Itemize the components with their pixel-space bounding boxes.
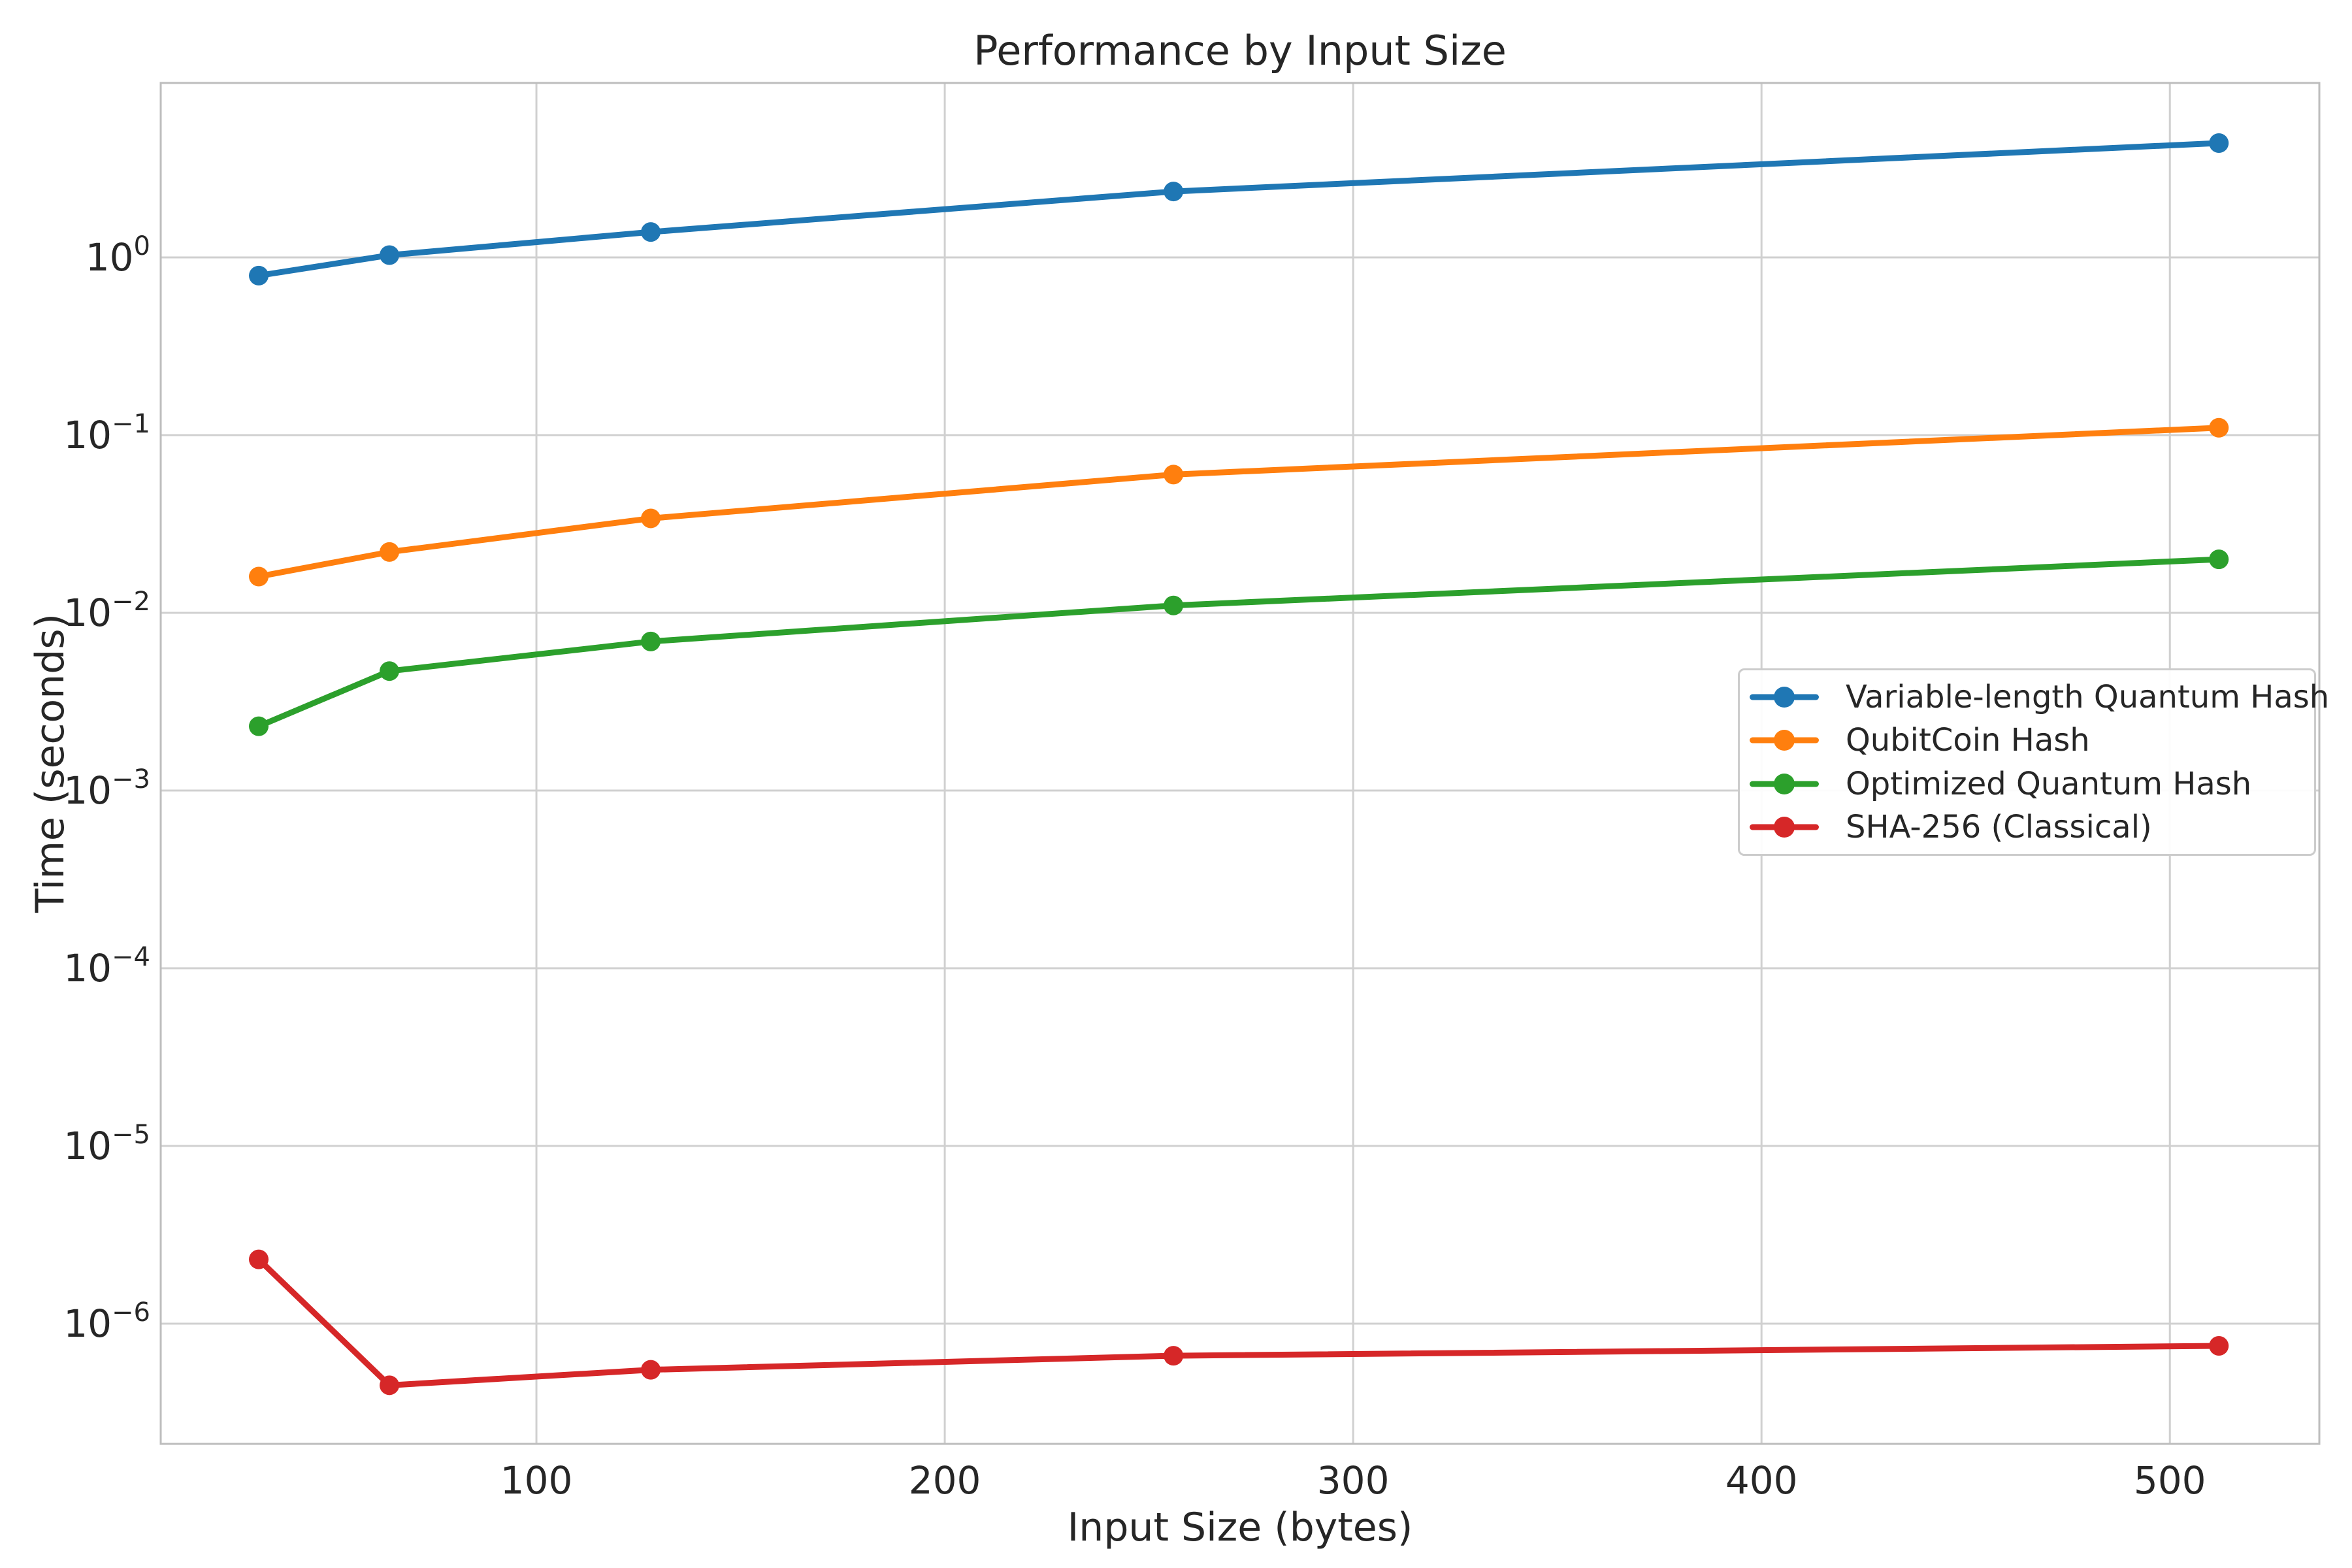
data-point [641,222,661,242]
y-tick-label: 10−2 [63,587,150,635]
data-point [1164,1346,1184,1366]
legend-item: Optimized Quantum Hash [1750,768,2308,800]
data-point [2209,549,2229,570]
series-line-1 [255,425,2222,580]
series-line-3 [255,1256,2222,1388]
plot-border [159,82,2321,1445]
data-point [641,1360,661,1380]
series-line-0 [255,140,2222,279]
data-point [249,265,269,286]
data-point [2209,1335,2229,1356]
y-tick-labels: 100 10−1 10−2 10−3 10−4 10−5 10−6 [63,231,150,1346]
data-point [380,542,400,562]
data-point [249,716,269,736]
data-point [2209,417,2229,438]
legend-label: SHA-256 (Classical) [1846,808,2152,845]
data-point [380,245,400,265]
x-tick-label: 100 [500,1458,573,1503]
x-axis-label: Input Size (bytes) [1068,1505,1413,1550]
data-point [380,1375,400,1396]
data-point [641,631,661,651]
legend-line-marker-icon [1750,816,1819,838]
legend-line-marker-icon [1750,773,1819,794]
chart-title: Performance by Input Size [973,27,1507,74]
legend: Variable-length Quantum Hash QubitCoin Ha… [1738,668,2329,856]
x-tick-label: 400 [1725,1458,1798,1503]
legend-item: QubitCoin Hash [1750,725,2308,756]
data-point [249,1249,269,1269]
data-point [2209,133,2229,153]
data-point [1164,595,1184,615]
y-axis-label: Time (seconds) [27,613,73,913]
x-tick-labels: 100 200 300 400 500 [500,1458,2206,1503]
y-tick-label: 10−1 [63,409,150,457]
y-tick-label: 10−3 [63,764,150,813]
y-tick-label: 10−6 [63,1298,150,1346]
legend-line-marker-icon [1750,730,1819,751]
legend-label: Variable-length Quantum Hash [1846,679,2330,716]
data-point [1164,465,1184,485]
legend-item: SHA-256 (Classical) [1750,811,2308,843]
data-point [249,566,269,587]
x-tick-label: 500 [2134,1458,2206,1503]
data-series [249,133,2229,1396]
y-tick-label: 10−5 [63,1120,150,1168]
legend-item: Variable-length Quantum Hash [1750,681,2329,713]
y-tick-label: 10−4 [63,942,150,990]
legend-label: QubitCoin Hash [1846,722,2090,759]
x-tick-label: 300 [1317,1458,1390,1503]
data-point [380,661,400,681]
data-point [641,508,661,529]
legend-line-marker-icon [1750,687,1819,708]
data-point [1164,182,1184,202]
legend-label: Optimized Quantum Hash [1846,765,2252,802]
x-tick-label: 200 [909,1458,981,1503]
y-tick-label: 100 [86,231,150,280]
